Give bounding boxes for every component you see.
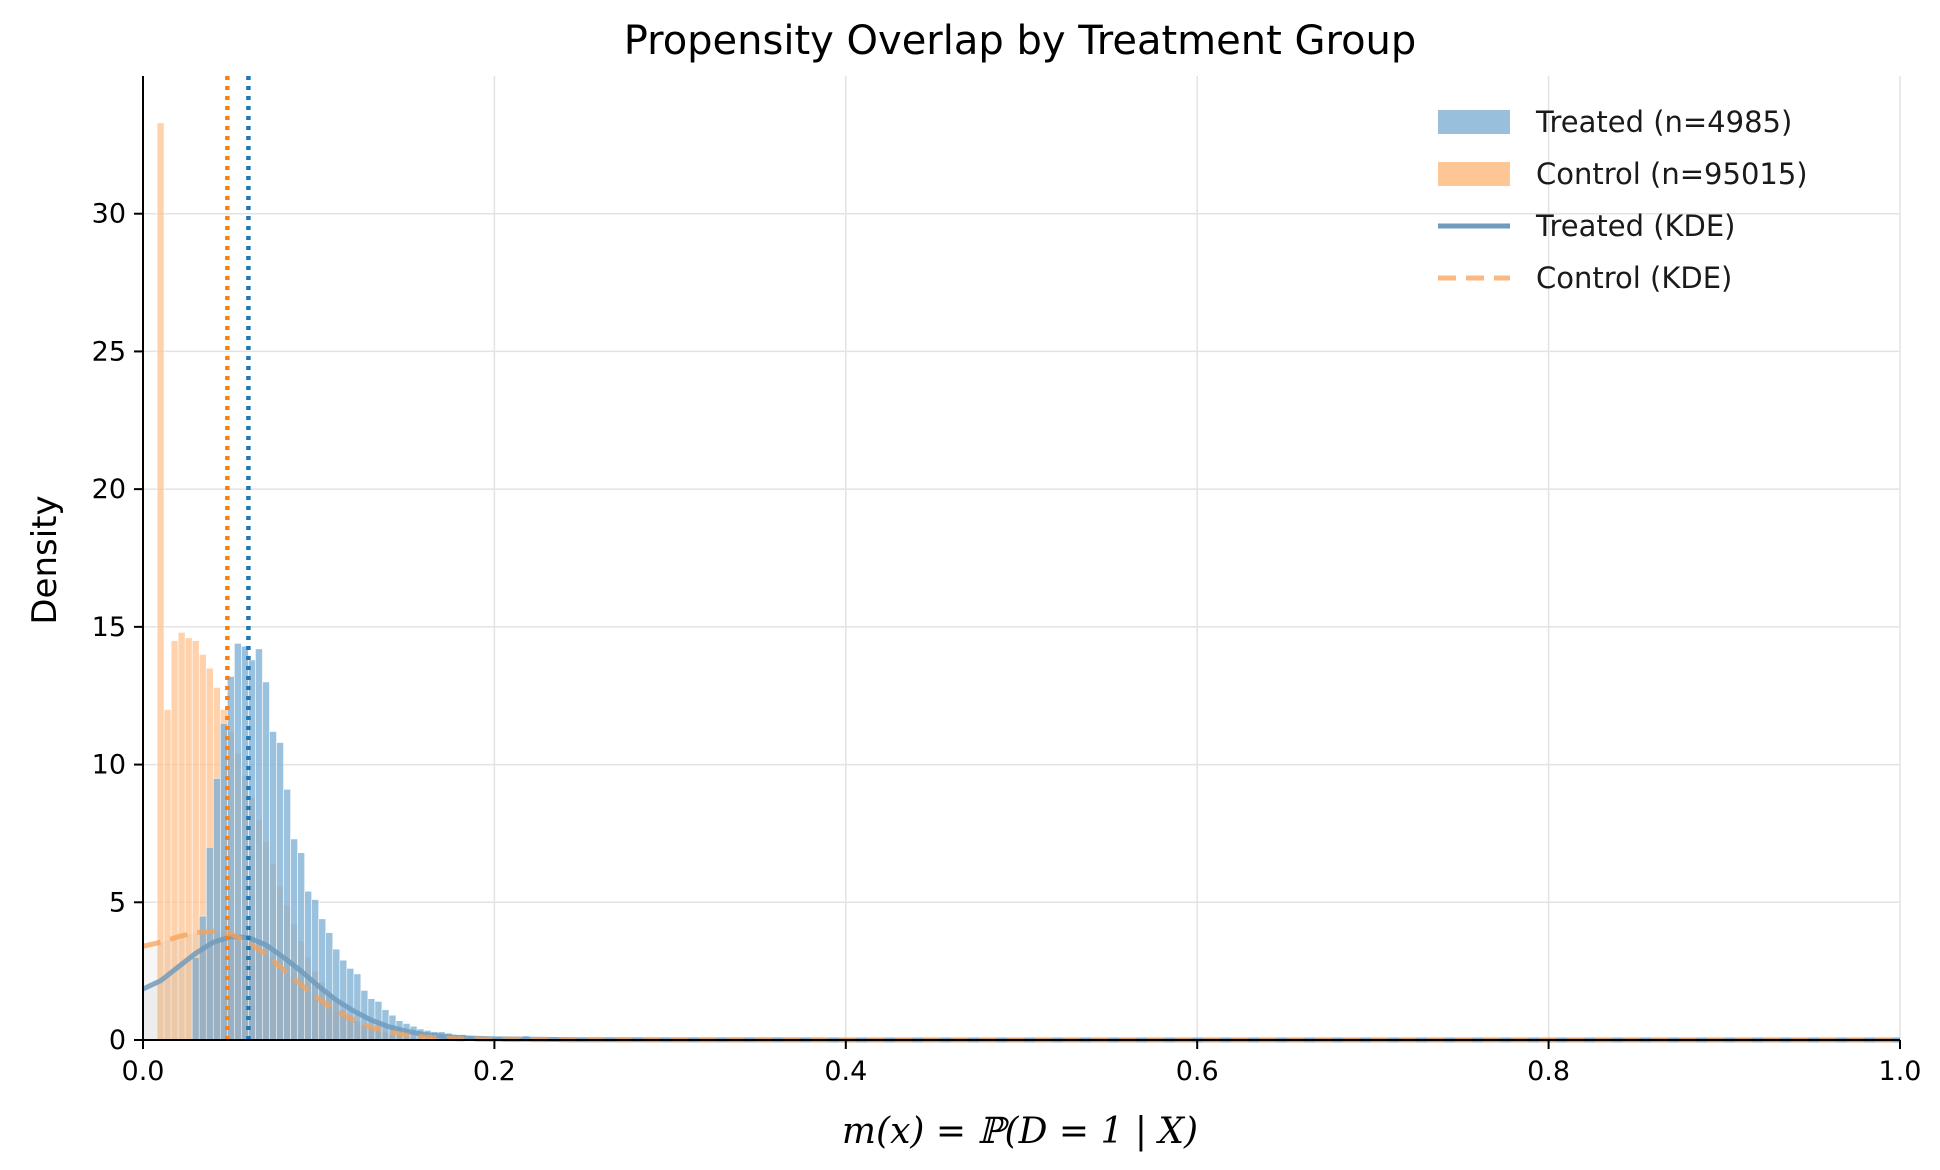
x-tick-label-2: 0.4 xyxy=(824,1056,867,1087)
legend: Treated (n=4985) Control (n=95015) Treat… xyxy=(1438,105,1808,295)
y-tick-label-2: 10 xyxy=(92,750,126,781)
y-axis-label: Density xyxy=(25,495,65,624)
grid xyxy=(142,76,1901,1041)
y-tick-label-0: 0 xyxy=(109,1025,126,1056)
chart-title: Propensity Overlap by Treatment Group xyxy=(624,18,1417,64)
tick-labels: 0.0 0.2 0.4 0.6 0.8 1.0 0 5 10 15 20 25 30 xyxy=(92,199,1922,1087)
x-tick-label-0: 0.0 xyxy=(122,1056,165,1087)
kde-line-control xyxy=(142,928,1900,1043)
y-tick-label-3: 15 xyxy=(92,612,126,643)
x-tick-label-1: 0.2 xyxy=(473,1056,516,1087)
x-tick-label-3: 0.6 xyxy=(1176,1056,1219,1087)
kde-fill-control xyxy=(143,931,1900,1040)
legend-swatch-control xyxy=(1438,162,1510,186)
hist-bar-control-0 xyxy=(156,122,165,1041)
legend-label-control-kde: Control (KDE) xyxy=(1536,261,1732,295)
x-tick-label-4: 0.8 xyxy=(1527,1056,1570,1087)
kde-fill-treated xyxy=(143,936,1900,1040)
y-tick-label-6: 30 xyxy=(92,199,126,230)
x-tick-label-5: 1.0 xyxy=(1879,1056,1922,1087)
reference-lines xyxy=(225,76,251,1040)
legend-label-treated: Treated (n=4985) xyxy=(1535,105,1792,139)
legend-swatch-treated xyxy=(1438,110,1510,134)
axes xyxy=(134,76,1901,1049)
y-tick-label-5: 25 xyxy=(92,336,126,367)
legend-label-treated-kde: Treated (KDE) xyxy=(1535,209,1736,243)
y-tick-label-4: 20 xyxy=(92,474,126,505)
x-axis-label: m(x) = ℙ(D = 1 | X) xyxy=(842,1111,1198,1152)
y-tick-label-1: 5 xyxy=(109,887,126,918)
legend-label-control: Control (n=95015) xyxy=(1536,157,1808,191)
